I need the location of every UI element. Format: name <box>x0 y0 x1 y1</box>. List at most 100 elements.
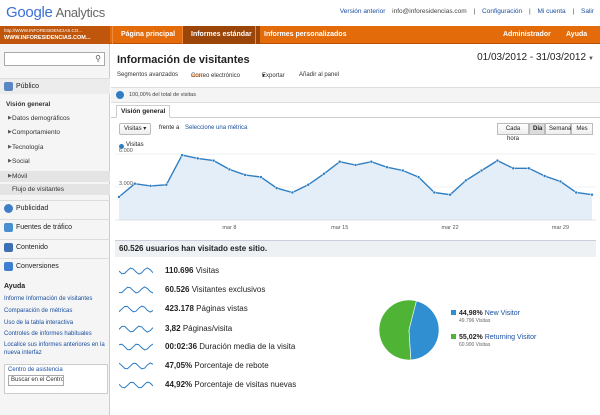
versus-label: frente a <box>159 125 180 131</box>
segment-pie-icon <box>116 91 124 99</box>
metric-number: 60.526 <box>165 285 190 294</box>
date-range-picker[interactable]: 01/03/2012 - 31/03/2012 ▼ <box>477 52 594 63</box>
account-name: WWW.INFORESIDENCIAS.COM... <box>4 35 91 41</box>
sidebar-item-behavior[interactable]: ▶ Comportamiento <box>0 127 110 138</box>
metric-label: Porcentaje de visitas nuevas <box>194 380 297 389</box>
add-to-dashboard-button[interactable]: Añadir al panel <box>299 72 340 78</box>
data-point <box>180 153 184 157</box>
help-center-title: Centro de asistencia <box>8 367 63 373</box>
data-point <box>385 165 389 169</box>
sidebar-item-technology[interactable]: ▶ Tecnología <box>0 142 110 153</box>
main-nav: http://WWW.INFORESIDENCIAS.CO... WWW.INF… <box>0 26 600 44</box>
tab-overview[interactable]: Visión general <box>116 105 171 118</box>
data-point <box>164 183 169 187</box>
email-label: Correo electrónico <box>191 73 241 79</box>
link-my-account[interactable]: Mi cuenta <box>537 8 566 15</box>
metric-value: 60.526 Visitantes exclusivos <box>165 285 265 294</box>
export-button[interactable]: Exportar ▾ <box>262 73 285 79</box>
new-visitor-pct: 44,98% <box>459 310 483 317</box>
item-label: Tecnología <box>12 144 44 151</box>
granularity-day-button[interactable]: Día <box>529 123 545 135</box>
sidebar-section-conversions[interactable]: Conversiones <box>0 258 110 274</box>
tab-standard-reports[interactable]: Informes estándar <box>182 26 260 44</box>
metric-value: 110.696 Visitas <box>165 266 219 275</box>
link-signout[interactable]: Salir <box>580 8 594 15</box>
sidebar-section-content[interactable]: Contenido <box>0 239 110 255</box>
report-search-input[interactable]: ⚲ <box>4 52 105 66</box>
new-visitor-swatch <box>451 310 456 315</box>
sidebar-section-traffic-sources[interactable]: Fuentes de tráfico <box>0 219 110 235</box>
data-point <box>196 156 200 161</box>
sidebar-section-audience[interactable]: Público <box>0 78 110 94</box>
select-metric-link[interactable]: Seleccione una métrica <box>185 125 248 131</box>
data-point <box>464 178 468 183</box>
visitor-type-pie-chart[interactable] <box>377 298 441 362</box>
logo-google: Google <box>6 4 53 21</box>
tab-home[interactable]: Página principal <box>112 26 183 44</box>
help-search-input[interactable]: Buscar en el Centro <box>8 375 64 386</box>
data-point <box>495 158 500 163</box>
granularity-week-button[interactable]: Semana <box>545 123 571 135</box>
expand-icon: ▶ <box>8 115 12 121</box>
help-link-compare-metrics[interactable]: Comparación de métricas <box>4 308 73 314</box>
metric-number: 423.178 <box>165 304 194 313</box>
section-label: Contenido <box>16 244 48 251</box>
sidebar-item-overview[interactable]: Visión general <box>6 101 51 108</box>
help-link-report-controls[interactable]: Controles de informes habituales <box>4 331 92 337</box>
y-tick-label: 6.000 <box>119 148 133 154</box>
data-point <box>432 190 437 195</box>
help-link[interactable]: Ayuda <box>566 31 588 38</box>
help-link-find-old-reports[interactable]: Localice sus informes anteriores en la n… <box>4 342 105 356</box>
metric-number: 110.696 <box>165 266 194 275</box>
search-icon[interactable]: ⚲ <box>95 54 101 63</box>
metric-label: Duración media de la visita <box>199 342 296 351</box>
tab-custom-reports[interactable]: Informes personalizados <box>255 26 354 44</box>
account-url: http://WWW.INFORESIDENCIAS.CO... <box>4 28 83 33</box>
sidebar-item-mobile[interactable]: ▶ Móvil <box>0 171 110 182</box>
data-point <box>243 173 247 177</box>
sparkline <box>119 325 153 333</box>
link-old-version[interactable]: Versión anterior <box>339 8 386 15</box>
data-point <box>133 181 137 186</box>
report-toolbar: Segmentos avanzados Correo electrónico B… <box>111 71 600 83</box>
advanced-segments-button[interactable]: Segmentos avanzados <box>117 72 179 78</box>
x-tick-label: mar 22 <box>442 225 459 231</box>
dollar-icon <box>4 204 13 213</box>
help-link-interactive-table[interactable]: Uso de la tabla interactiva <box>4 320 74 326</box>
metric-number: 00:02:36 <box>165 342 198 351</box>
data-point <box>117 195 121 199</box>
date-range-text: 01/03/2012 - 31/03/2012 <box>477 52 587 63</box>
data-point <box>274 186 279 190</box>
metric-select[interactable]: Visitas ▾ <box>119 123 152 135</box>
sparkline <box>119 267 153 275</box>
granularity-month-button[interactable]: Mes <box>571 123 593 135</box>
data-point <box>211 158 216 163</box>
granularity-hour-button[interactable]: Cada hora <box>497 123 529 142</box>
sparkline <box>119 305 153 313</box>
x-tick-label: mar 29 <box>552 225 569 231</box>
help-link-visitor-info[interactable]: Informe Información de visitantes <box>4 296 93 302</box>
returning-visitor-label[interactable]: Returning Visitor <box>484 334 537 341</box>
data-point <box>590 192 594 197</box>
visits-line-chart[interactable]: 6.000 3.000 mar 8 mar 15 mar 22 mar 29 <box>115 140 596 235</box>
metric-number: 44,92% <box>165 380 193 389</box>
sidebar-item-demographics[interactable]: ▶ Datos demográficos <box>0 113 110 124</box>
metric-label: Páginas/visita <box>182 324 233 333</box>
admin-link[interactable]: Administrador <box>503 31 551 38</box>
data-point <box>479 168 484 173</box>
data-point <box>574 190 578 195</box>
section-label: Público <box>16 83 39 90</box>
new-visitor-label[interactable]: New Visitor <box>484 310 520 317</box>
link-settings[interactable]: Configuración <box>482 8 523 15</box>
sidebar-section-advertising[interactable]: Publicidad <box>0 200 110 216</box>
sidebar-item-social[interactable]: ▶ Social <box>0 156 110 167</box>
user-email: info@inforesidencias.com <box>392 8 467 15</box>
expand-icon: ▶ <box>8 158 12 164</box>
account-selector[interactable]: http://WWW.INFORESIDENCIAS.CO... WWW.INF… <box>0 26 110 44</box>
sidebar-item-visitor-flow[interactable]: Flujo de visitantes <box>0 184 110 195</box>
pie-slice-returning <box>378 299 417 361</box>
google-analytics-logo[interactable]: Google Analytics <box>6 4 105 21</box>
metric-label: Visitas <box>195 266 220 275</box>
data-point <box>322 172 326 176</box>
flag-icon <box>4 262 13 271</box>
